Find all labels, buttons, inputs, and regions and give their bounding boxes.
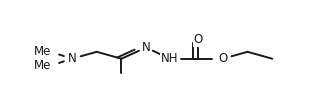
Text: O: O (218, 52, 227, 65)
Text: Me: Me (33, 45, 51, 58)
Text: NH: NH (161, 52, 178, 65)
Text: N: N (142, 41, 151, 54)
Text: O: O (194, 33, 203, 46)
Text: Me: Me (33, 59, 51, 72)
Text: N: N (68, 52, 76, 65)
